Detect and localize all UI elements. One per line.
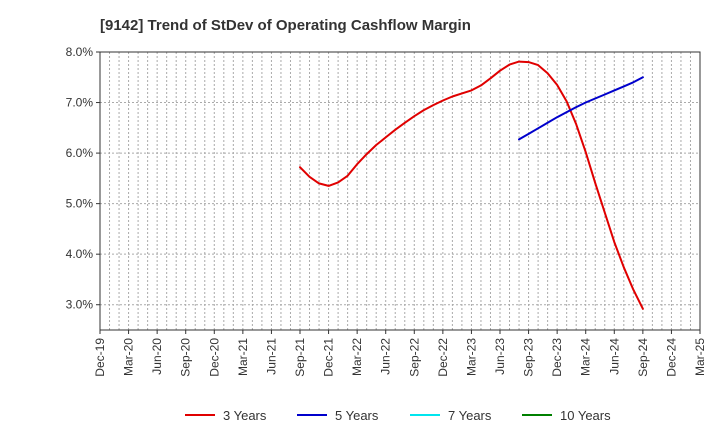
y-tick-label: 6.0%	[66, 146, 94, 160]
x-tick-label: Sep-24	[636, 338, 650, 377]
x-tick-label: Dec-22	[436, 338, 450, 377]
y-tick-label: 3.0%	[66, 298, 94, 312]
chart-title: [9142] Trend of StDev of Operating Cashf…	[100, 17, 471, 34]
x-tick-label: Sep-20	[179, 338, 193, 377]
x-tick-label: Jun-20	[150, 338, 164, 375]
x-tick-label: Dec-21	[322, 338, 336, 377]
x-tick-label: Mar-24	[579, 338, 593, 376]
y-tick-label: 8.0%	[66, 45, 94, 59]
x-tick-label: Sep-23	[522, 338, 536, 377]
legend-label: 5 Years	[335, 408, 379, 423]
x-tick-label: Mar-20	[122, 338, 136, 376]
legend-label: 7 Years	[448, 408, 492, 423]
x-axis: Dec-19 Mar-20 Jun-20 Sep-20 Dec-20 Mar-21 Jun-…	[93, 330, 707, 377]
x-tick-label: Dec-20	[207, 338, 221, 377]
legend: 3 Years 5 Years 7 Years 10 Years	[185, 408, 611, 423]
y-axis: 3.0% 4.0% 5.0% 6.0% 7.0% 8.0%	[66, 45, 100, 312]
x-tick-label: Mar-22	[350, 338, 364, 376]
x-tick-label: Jun-23	[493, 338, 507, 375]
series-lines	[299, 60, 644, 310]
x-tick-label: Sep-22	[407, 338, 421, 377]
x-tick-label: Jun-21	[264, 338, 278, 375]
y-tick-label: 7.0%	[66, 96, 94, 110]
x-tick-label: Mar-25	[693, 338, 707, 376]
series-line-5-years	[518, 76, 644, 141]
x-tick-label: Jun-24	[607, 338, 621, 375]
x-tick-label: Mar-23	[464, 338, 478, 376]
x-tick-label: Dec-19	[93, 338, 107, 377]
plot-area	[99, 51, 701, 331]
y-tick-label: 5.0%	[66, 197, 94, 211]
x-tick-label: Mar-21	[236, 338, 250, 376]
x-tick-label: Sep-21	[293, 338, 307, 377]
x-tick-label: Dec-23	[550, 338, 564, 377]
gridlines	[99, 51, 701, 330]
legend-label: 10 Years	[560, 408, 611, 423]
series-line-3-years	[299, 60, 644, 310]
legend-label: 3 Years	[223, 408, 267, 423]
x-tick-label: Dec-24	[664, 338, 678, 377]
x-tick-label: Jun-22	[379, 338, 393, 375]
y-tick-label: 4.0%	[66, 247, 94, 261]
